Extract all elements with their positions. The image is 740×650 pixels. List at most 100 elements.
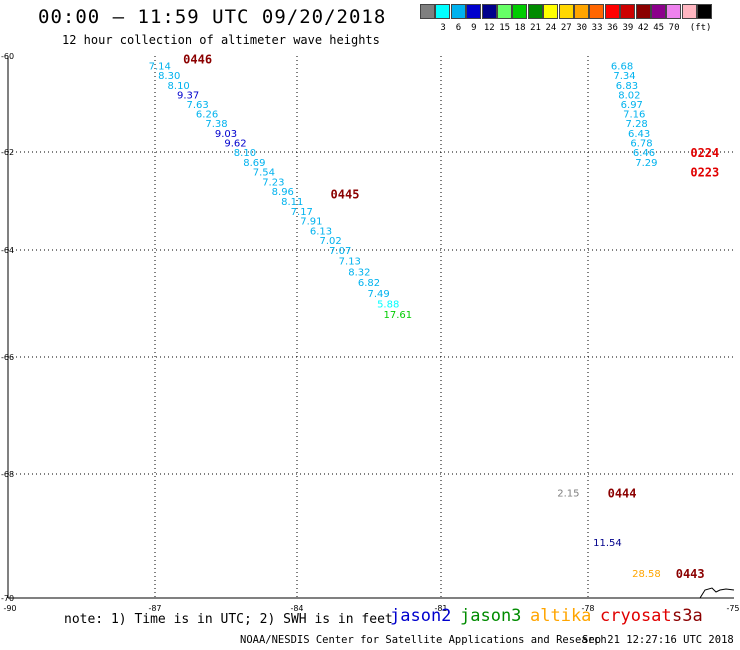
legend-swatch — [420, 4, 435, 19]
legend-swatch — [543, 4, 559, 19]
legend-swatch — [497, 4, 512, 19]
swh-value: 6.68 — [611, 62, 633, 73]
pass-time-label: 0444 — [608, 487, 637, 501]
legend-label: 45 — [653, 23, 665, 33]
legend-swatch — [681, 4, 697, 19]
legend-swatch — [481, 4, 497, 19]
satellite-label-jason2: jason2 — [390, 606, 452, 626]
swh-value: 5.88 — [377, 300, 399, 311]
swh-value: 6.82 — [358, 278, 380, 289]
legend-swatch — [635, 4, 651, 19]
legend-label: 15 — [499, 23, 511, 33]
lon-tick-label: -75 — [726, 604, 739, 613]
legend-swatch — [651, 4, 666, 19]
lon-tick-label: -84 — [290, 604, 303, 613]
legend-label: 12 — [483, 23, 495, 33]
pass-time-label: 0445 — [331, 188, 360, 202]
legend-label: 39 — [622, 23, 634, 33]
satellite-label-altika: altika — [530, 606, 592, 626]
legend-swatch — [512, 4, 528, 19]
legend-label: 18 — [514, 23, 526, 33]
lon-tick-label: -81 — [434, 604, 447, 613]
swh-value: 7.63 — [186, 100, 208, 111]
legend-swatch — [620, 4, 636, 19]
legend-label: 30 — [576, 23, 588, 33]
satellite-label-s3a: s3a — [672, 606, 703, 626]
legend-swatch — [666, 4, 682, 19]
coastline-path — [699, 587, 735, 599]
coastline — [699, 587, 735, 599]
legend-swatch — [466, 4, 482, 19]
swh-value: 6.78 — [630, 138, 652, 149]
lat-tick-label: -60 — [1, 52, 14, 61]
legend-label: 21 — [530, 23, 541, 33]
swh-value: 6.97 — [621, 100, 643, 111]
legend-swatch — [527, 4, 543, 19]
swh-value: 8.11 — [281, 197, 303, 208]
swh-value: 7.02 — [319, 236, 341, 247]
swh-value: 9.37 — [177, 90, 199, 101]
swh-value: 8.10 — [168, 81, 190, 92]
lat-tick-label: -62 — [1, 148, 14, 157]
lat-tick-label: -64 — [1, 246, 14, 255]
legend-label: 33 — [591, 23, 603, 33]
pass-time-label: 0224 — [690, 146, 719, 160]
legend-label: 36 — [607, 23, 618, 33]
swh-value: 8.30 — [158, 71, 180, 82]
lat-tick-label: -70 — [1, 594, 14, 603]
swh-value: 7.38 — [205, 119, 227, 130]
swh-value: 6.26 — [196, 110, 218, 121]
lon-tick-label: -87 — [148, 604, 161, 613]
legend-swatch — [604, 4, 620, 19]
map-title: 00:00 — 11:59 UTC 09/20/2018 — [38, 6, 387, 28]
swh-value: 7.16 — [623, 110, 645, 121]
lon-tick-label: -90 — [3, 604, 16, 613]
legend-label: 70 — [668, 23, 680, 33]
swh-value: 2.15 — [557, 489, 579, 500]
swh-value: 6.43 — [628, 129, 650, 140]
legend-label: 9 — [471, 23, 477, 33]
legend-swatch — [558, 4, 574, 19]
swh-value: 6.13 — [310, 226, 332, 237]
swh-value: 8.69 — [243, 158, 265, 169]
swh-value: 7.23 — [262, 177, 284, 188]
pass-time-label: 0223 — [690, 166, 719, 180]
swh-value: 7.28 — [626, 119, 648, 130]
swh-value: 7.17 — [291, 207, 313, 218]
footnote: note: 1) Time is in UTC; 2) SWH is in fe… — [64, 612, 393, 627]
swh-value: 6.83 — [616, 81, 638, 92]
legend-label: 6 — [455, 23, 462, 33]
swh-value: 9.03 — [215, 129, 237, 140]
legend-label: 24 — [545, 23, 557, 33]
swh-points: 7.148.308.109.377.636.267.389.039.628.10… — [149, 62, 661, 581]
pass-time-label: 0443 — [676, 567, 705, 581]
satellite-label-jason3: jason3 — [460, 606, 522, 626]
legend-swatch — [450, 4, 466, 19]
generated-timestamp: Sep 21 12:27:16 UTC 2018 — [582, 634, 734, 646]
pass-time-label: 0446 — [183, 52, 212, 66]
swh-value: 8.96 — [272, 187, 294, 198]
swh-value: 28.58 — [632, 569, 661, 580]
map-subtitle: 12 hour collection of altimeter wave hei… — [62, 33, 380, 47]
legend-swatch — [589, 4, 605, 19]
credit-line: NOAA/NESDIS Center for Satellite Applica… — [240, 634, 607, 646]
swh-value: 11.54 — [593, 538, 622, 549]
pass-time-labels: 0446 0445 0224 0223 0444 0443 — [183, 52, 719, 581]
legend-label: 42 — [637, 23, 649, 33]
legend-label: 3 — [440, 23, 446, 33]
swh-value: 8.32 — [348, 267, 370, 278]
axis-labels: -60 -62 -64 -66 -68 -70-90 -87 -84 -81 -78 -75 — [1, 52, 740, 613]
swh-value: 8.10 — [234, 148, 256, 159]
swh-value: 7.07 — [329, 246, 351, 257]
swh-value: 7.29 — [635, 158, 657, 169]
swh-value: 9.62 — [224, 138, 246, 149]
legend-swatch — [435, 4, 451, 19]
legend-label: 27 — [560, 23, 572, 33]
lat-tick-label: -66 — [1, 353, 14, 362]
swh-value: 6.46 — [633, 148, 655, 159]
map-grid — [7, 56, 734, 599]
swh-value: 7.49 — [367, 289, 389, 300]
legend-swatch — [574, 4, 589, 19]
swh-value: 7.14 — [149, 62, 171, 73]
